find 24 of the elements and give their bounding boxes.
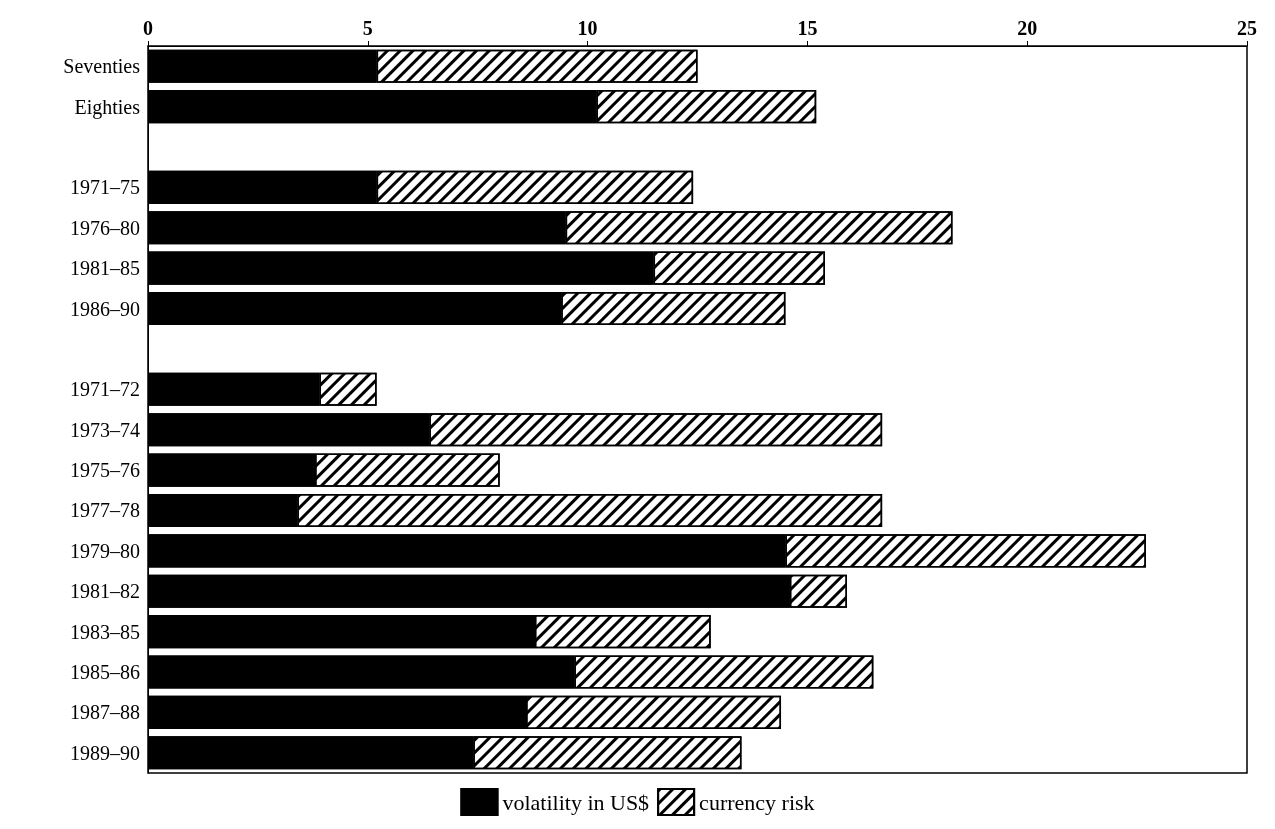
x-tick-label: 25: [1237, 17, 1257, 39]
y-tick-label: 1979–80: [70, 539, 140, 562]
y-tick-label: 1981–85: [70, 257, 140, 280]
legend-label: volatility in US$: [502, 789, 650, 815]
x-tick-label: 10: [577, 17, 598, 39]
y-tick-label: 1987–88: [70, 701, 140, 724]
y-tick-label: 1977–78: [70, 499, 140, 522]
y-tick-label: Eighties: [74, 95, 141, 119]
y-tick-label: 1985–86: [70, 661, 140, 684]
x-tick-label: 0: [143, 17, 153, 39]
y-tick-label: 1989–90: [70, 741, 140, 764]
y-tick-label: 1973–74: [70, 418, 140, 441]
y-tick-label: 1983–85: [70, 620, 140, 643]
legend-label: currency risk: [699, 789, 815, 815]
y-tick-label: 1986–90: [70, 297, 140, 320]
y-tick-label: 1971–75: [70, 176, 140, 199]
y-tick-label: 1976–80: [70, 216, 140, 239]
y-tick-label: Seventies: [63, 55, 141, 78]
y-tick-label: 1975–76: [70, 459, 140, 482]
x-tick-label: 5: [362, 17, 373, 39]
x-tick-label: 15: [797, 17, 818, 39]
y-tick-label: 1971–72: [70, 378, 140, 401]
x-tick-label: 20: [1017, 17, 1038, 39]
y-tick-label: 1981–82: [70, 580, 140, 603]
